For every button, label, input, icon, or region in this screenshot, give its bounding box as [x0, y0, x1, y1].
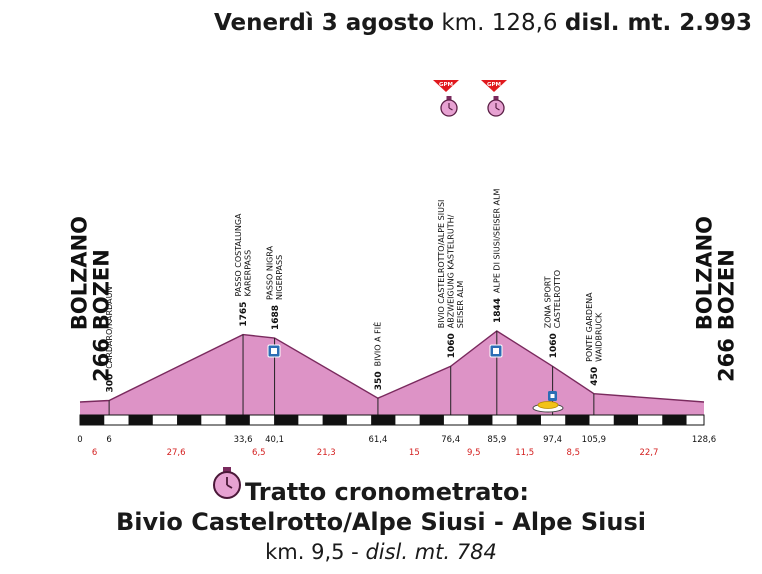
- gpm-label: GPM: [487, 82, 501, 88]
- sprint-bonus-icon: [489, 344, 503, 358]
- km-bar-block: [419, 415, 444, 425]
- km-tick-label: 0: [77, 435, 82, 445]
- timed-section-elevation: disl. mt. 784: [365, 540, 497, 564]
- place-name: PONTE GARDENA: [585, 292, 594, 362]
- km-bar-block: [225, 415, 250, 425]
- place-label: 1844 ALPE DI SIUSI/SEISER ALM: [493, 188, 503, 323]
- segment-distance-label: 9,5: [467, 448, 481, 458]
- km-tick-label: 76,4: [441, 435, 460, 445]
- place-altitude: 266: [89, 338, 113, 382]
- feed-zone-icon: [532, 391, 564, 413]
- km-bar-block: [128, 415, 153, 425]
- place-name: CARDARO/KARDAUN: [105, 287, 114, 369]
- segment-distance-label: 15: [409, 448, 420, 458]
- km-ticks: 0 6 33,6 40,1 61,4 76,4 85,9 97,4 105,9 128,6: [77, 435, 716, 445]
- place-label: 1765 PASSO COSTALUNGA KARERPASS: [234, 213, 253, 327]
- sprint-bonus-icon: [267, 344, 281, 358]
- segment-distance-label: 27,6: [167, 448, 186, 458]
- place-name: NIGERPASS: [275, 255, 284, 300]
- place-name: PASSO COSTALUNGA: [234, 213, 243, 297]
- segment-distance-label: 8,5: [566, 448, 580, 458]
- place-name: BIVIO CASTELROTTO/ALPE SIUSI: [437, 200, 446, 329]
- timed-section-title: Tratto cronometrato:: [245, 478, 530, 506]
- place-label: 1060 ZONA SPORT CASTELROTTO: [544, 270, 563, 358]
- place-name: ZONA SPORT: [544, 276, 553, 328]
- place-name: ALPE DI SIUSI/SEISER ALM: [493, 188, 502, 292]
- chrono-stopwatch-icon: [440, 96, 458, 117]
- place-label: 300 CARDARO/KARDAUN: [105, 287, 115, 393]
- gpm-label: GPM: [439, 82, 453, 88]
- place-name: KARERPASS: [244, 250, 253, 297]
- place-name: ABZWEIGUNG KASTELRUTH/: [447, 214, 456, 328]
- km-tick-label: 61,4: [368, 435, 387, 445]
- profile-ridge: [79, 330, 705, 403]
- place-altitude: 266: [714, 338, 738, 382]
- km-bar-block: [371, 415, 396, 425]
- profile-droplines: [108, 331, 595, 415]
- altimetry-profile: 0 6 33,6 40,1 61,4 76,4 85,9 97,4 105,9 128,6 6 27…: [67, 80, 738, 458]
- stage-elevation-gain: disl. mt. 2.993: [564, 10, 752, 36]
- place-altitude: 1765: [239, 302, 249, 327]
- place-altitude: 450: [590, 367, 600, 386]
- place-label: 350 BIVIO A FIÈ: [372, 322, 384, 390]
- km-bar: [79, 414, 705, 426]
- place-altitude: 300: [105, 374, 115, 393]
- place-altitude: 1060: [447, 333, 457, 358]
- place-altitude: 1688: [271, 305, 281, 330]
- km-bar-block: [177, 415, 202, 425]
- km-bar-block: [468, 415, 493, 425]
- segment-distance-label: 6,5: [252, 448, 266, 458]
- timed-section-stats: km. 9,5 - disl. mt. 784: [0, 540, 762, 564]
- profile-area: [80, 331, 704, 415]
- place-name: SEISER ALM: [456, 281, 465, 329]
- place-name: BOZEN: [89, 249, 113, 330]
- place-name: BOLZANO: [67, 216, 91, 330]
- km-bar-block: [662, 415, 687, 425]
- gpm-flag-icon: GPM: [433, 80, 459, 92]
- km-bar-block: [565, 415, 590, 425]
- place-name: BOZEN: [714, 249, 738, 330]
- chrono-stopwatch-icon: [487, 96, 505, 117]
- place-altitude: 1844: [493, 298, 503, 323]
- km-tick-label: 128,6: [692, 435, 716, 445]
- km-bar-block: [80, 415, 105, 425]
- segment-distance-label: 6: [92, 448, 97, 458]
- km-bar-block: [516, 415, 541, 425]
- km-bar-block: [274, 415, 299, 425]
- segment-distances: 6 27,6 6,5 21,3 15 9,5 11,5 8,5 22,7: [92, 448, 659, 458]
- stage-header: Venerdì 3 agosto km. 128,6 disl. mt. 2.9…: [214, 10, 752, 36]
- km-tick-label: 6: [106, 435, 111, 445]
- km-tick-label: 85,9: [487, 435, 506, 445]
- chrono-stopwatch-icon: [213, 467, 241, 499]
- km-tick-label: 97,4: [543, 435, 562, 445]
- stage-distance: km. 128,6: [441, 10, 558, 36]
- place-label: 1688 PASSO NIGRA NIGERPASS: [266, 245, 285, 330]
- place-altitude: 350: [374, 371, 384, 390]
- place-name: PASSO NIGRA: [266, 245, 275, 300]
- km-bar-block: [322, 415, 347, 425]
- gpm-flag-icon: GPM: [481, 80, 507, 92]
- place-altitude: 1060: [549, 333, 559, 358]
- timed-section-distance: km. 9,5 -: [265, 540, 366, 564]
- place-label: 450 PONTE GARDENA WAIDBRUCK: [585, 292, 604, 386]
- stage-date: Venerdì 3 agosto: [213, 10, 435, 36]
- place-name: BIVIO A FIÈ: [372, 322, 383, 367]
- km-tick-label: 105,9: [582, 435, 606, 445]
- place-name: BOLZANO: [692, 216, 716, 330]
- segment-distance-label: 11,5: [515, 448, 534, 458]
- km-tick-label: 33,6: [234, 435, 253, 445]
- segment-distance-label: 22,7: [639, 448, 658, 458]
- km-tick-label: 40,1: [265, 435, 284, 445]
- segment-distance-label: 21,3: [317, 448, 336, 458]
- place-name: WAIDBRUCK: [594, 312, 603, 362]
- timed-section-route: Bivio Castelrotto/Alpe Siusi - Alpe Sius…: [116, 508, 646, 536]
- km-bar-block: [613, 415, 639, 425]
- place-name: CASTELROTTO: [553, 270, 562, 328]
